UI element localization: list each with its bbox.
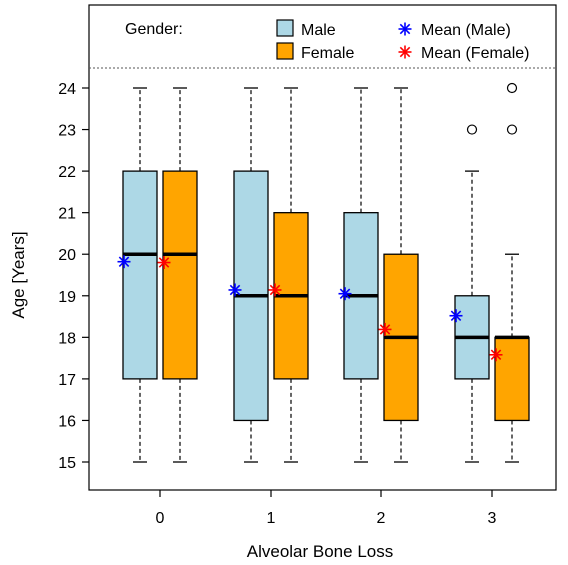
box-female-1 bbox=[268, 87, 309, 463]
iqr-box bbox=[122, 170, 158, 380]
legend-star-icon bbox=[398, 22, 412, 36]
legend: Gender: Male Female Mean (Male) Mean (Female… bbox=[125, 19, 529, 62]
mean-marker bbox=[157, 256, 171, 270]
x-tick-label: 2 bbox=[377, 510, 386, 527]
mean-marker bbox=[268, 283, 282, 297]
outlier-point bbox=[506, 82, 518, 94]
box-female-2 bbox=[378, 87, 419, 463]
y-axis-label: Age [Years] bbox=[9, 231, 28, 318]
legend-label: Mean (Female) bbox=[421, 45, 529, 62]
outlier-point bbox=[466, 124, 478, 135]
x-tick-label: 3 bbox=[488, 510, 497, 527]
legend-label: Mean (Male) bbox=[421, 22, 511, 39]
mean-marker bbox=[449, 309, 463, 323]
plot-area bbox=[117, 82, 530, 463]
y-tick-label: 21 bbox=[58, 206, 76, 223]
plot-frame bbox=[88, 4, 557, 491]
y-tick-label: 22 bbox=[58, 164, 76, 181]
y-tick-label: 20 bbox=[58, 247, 76, 264]
mean-marker bbox=[338, 287, 352, 301]
outlier-point bbox=[506, 124, 518, 135]
box-male-2 bbox=[338, 87, 379, 463]
box-female-0 bbox=[157, 87, 198, 463]
mean-marker bbox=[228, 283, 242, 297]
legend-swatch bbox=[276, 19, 294, 37]
legend-item-male: Male bbox=[276, 19, 336, 39]
legend-star-icon bbox=[398, 45, 412, 59]
x-axis-label: Alveolar Bone Loss bbox=[247, 542, 393, 561]
y-tick-label: 15 bbox=[58, 455, 76, 472]
y-tick-label: 18 bbox=[58, 330, 76, 347]
box-male-0 bbox=[117, 87, 158, 463]
mean-marker bbox=[117, 255, 131, 269]
y-tick-label: 16 bbox=[58, 413, 76, 430]
x-tick-label: 0 bbox=[156, 510, 165, 527]
mean-marker bbox=[378, 322, 392, 336]
legend-label: Female bbox=[301, 45, 354, 62]
box-male-1 bbox=[228, 87, 269, 463]
box-female-3 bbox=[489, 82, 530, 463]
mean-marker bbox=[489, 348, 503, 362]
legend-label: Male bbox=[301, 22, 336, 39]
legend-item-mean-male: Mean (Male) bbox=[398, 22, 511, 39]
legend-title: Gender: bbox=[125, 21, 183, 38]
y-tick-label: 17 bbox=[58, 372, 76, 389]
y-tick-label: 24 bbox=[58, 81, 76, 98]
x-tick-label: 1 bbox=[267, 510, 276, 527]
y-tick-label: 23 bbox=[58, 123, 76, 140]
legend-item-mean-female: Mean (Female) bbox=[398, 45, 529, 62]
legend-swatch bbox=[276, 42, 294, 60]
box-male-3 bbox=[449, 124, 490, 463]
legend-item-female: Female bbox=[276, 42, 354, 62]
iqr-box bbox=[162, 170, 198, 380]
y-tick-label: 19 bbox=[58, 289, 76, 306]
